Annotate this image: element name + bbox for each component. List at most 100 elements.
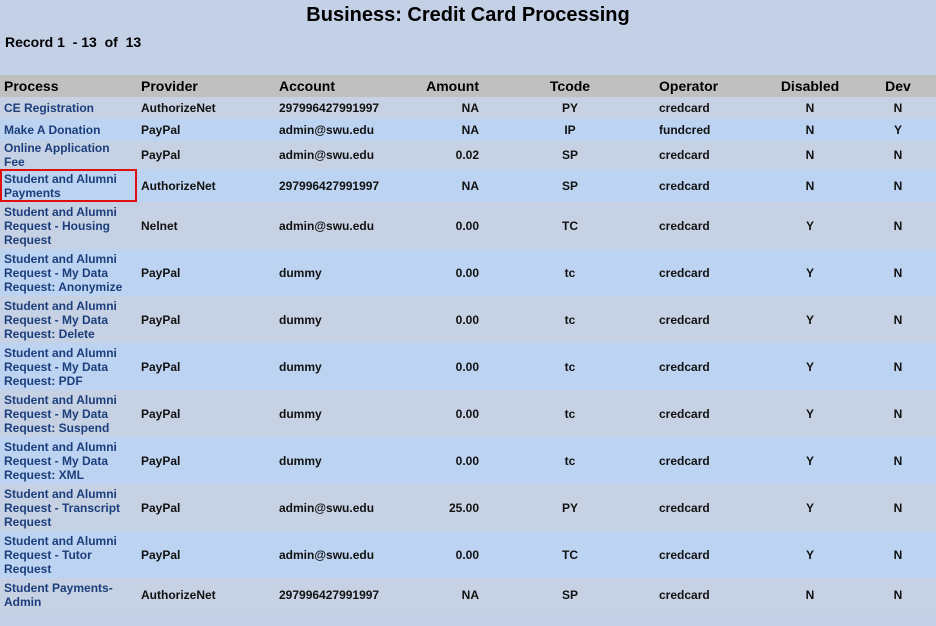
table-cell: N <box>760 578 860 611</box>
table-cell: credcard <box>655 249 760 296</box>
table-cell: PayPal <box>137 119 275 141</box>
table-cell: 0.00 <box>405 296 485 343</box>
table-row: Student and Alumni Request - My Data Req… <box>0 296 936 343</box>
column-header: Account <box>275 75 405 97</box>
column-header: Tcode <box>485 75 655 97</box>
table-cell: TC <box>485 202 655 249</box>
table-cell: credcard <box>655 484 760 531</box>
table-cell: SP <box>485 169 655 202</box>
table-cell: PayPal <box>137 343 275 390</box>
column-header: Dev <box>860 75 936 97</box>
table-row: Student and Alumni Request - My Data Req… <box>0 437 936 484</box>
table-cell: admin@swu.edu <box>275 202 405 249</box>
process-link[interactable]: Student and Alumni Request - My Data Req… <box>0 343 137 390</box>
table-cell: PayPal <box>137 484 275 531</box>
table-row: Make A Donation PayPal admin@swu.edu NA IP fu… <box>0 119 936 141</box>
column-header: Disabled <box>760 75 860 97</box>
column-header: Process <box>0 75 137 97</box>
table-cell: 297996427991997 <box>275 97 405 119</box>
table-cell: PayPal <box>137 141 275 169</box>
table-cell: TC <box>485 531 655 578</box>
table-cell: IP <box>485 119 655 141</box>
process-link[interactable]: Make A Donation <box>0 119 137 141</box>
table-cell: dummy <box>275 249 405 296</box>
table-row: Student and Alumni Request - Tutor Reque… <box>0 531 936 578</box>
table-cell: AuthorizeNet <box>137 578 275 611</box>
table-cell: Y <box>760 531 860 578</box>
table-cell: PayPal <box>137 390 275 437</box>
table-cell: tc <box>485 390 655 437</box>
table-cell: NA <box>405 169 485 202</box>
table-cell: N <box>860 296 936 343</box>
table-row: Student Payments-Admin AuthorizeNet 297996… <box>0 578 936 611</box>
table-cell: 0.00 <box>405 437 485 484</box>
process-link[interactable]: Student and Alumni Request - My Data Req… <box>0 390 137 437</box>
table-cell: 0.00 <box>405 202 485 249</box>
table-cell: tc <box>485 249 655 296</box>
process-link[interactable]: CE Registration <box>0 97 137 119</box>
table-cell: dummy <box>275 437 405 484</box>
table-cell: dummy <box>275 390 405 437</box>
process-link[interactable]: Online Application Fee <box>0 141 137 169</box>
table-cell: N <box>860 437 936 484</box>
table-row: Student and Alumni Request - My Data Req… <box>0 343 936 390</box>
table-cell: PY <box>485 97 655 119</box>
table-cell: tc <box>485 437 655 484</box>
table-cell: N <box>760 169 860 202</box>
table-cell: PY <box>485 484 655 531</box>
table-cell: 297996427991997 <box>275 578 405 611</box>
table-cell: tc <box>485 296 655 343</box>
table-row: Student and Alumni Payments AuthorizeNet 2… <box>0 169 936 202</box>
table-cell: PayPal <box>137 296 275 343</box>
table-cell: N <box>860 531 936 578</box>
table-cell: admin@swu.edu <box>275 141 405 169</box>
table-cell: credcard <box>655 390 760 437</box>
record-count: Record 1 - 13 of 13 <box>5 34 142 50</box>
table-row: Student and Alumni Request - My Data Req… <box>0 390 936 437</box>
process-link[interactable]: Student and Alumni Request - My Data Req… <box>0 249 137 296</box>
process-table: Process Provider Account Amount Tcode Operato… <box>0 75 936 611</box>
table-cell: N <box>760 119 860 141</box>
table-cell: 297996427991997 <box>275 169 405 202</box>
table-row: CE Registration AuthorizeNet 2979964279919… <box>0 97 936 119</box>
table-cell: N <box>860 249 936 296</box>
table-cell: AuthorizeNet <box>137 97 275 119</box>
table-cell: 0.02 <box>405 141 485 169</box>
table-row: Student and Alumni Request - My Data Req… <box>0 249 936 296</box>
table-cell: dummy <box>275 296 405 343</box>
process-link[interactable]: Student and Alumni Request - Housing Req… <box>0 202 137 249</box>
process-link[interactable]: Student and Alumni Request - Tutor Reque… <box>0 531 137 578</box>
table-cell: Y <box>760 296 860 343</box>
table-cell: admin@swu.edu <box>275 119 405 141</box>
table-cell: 0.00 <box>405 249 485 296</box>
table-cell: Y <box>760 484 860 531</box>
table-cell: AuthorizeNet <box>137 169 275 202</box>
table-cell: PayPal <box>137 437 275 484</box>
header-row: Process Provider Account Amount Tcode Operato… <box>0 75 936 97</box>
table-cell: NA <box>405 119 485 141</box>
table-cell: NA <box>405 97 485 119</box>
table-cell: PayPal <box>137 531 275 578</box>
table-cell: 0.00 <box>405 531 485 578</box>
process-link[interactable]: Student and Alumni Request - My Data Req… <box>0 296 137 343</box>
table-row: Student and Alumni Request - Transcript … <box>0 484 936 531</box>
table-cell: N <box>860 141 936 169</box>
process-link[interactable]: Student and Alumni Request - Transcript … <box>0 484 137 531</box>
table-cell: 25.00 <box>405 484 485 531</box>
table-cell: credcard <box>655 169 760 202</box>
process-link[interactable]: Student and Alumni Request - My Data Req… <box>0 437 137 484</box>
table-cell: credcard <box>655 296 760 343</box>
table-cell: Y <box>860 119 936 141</box>
table-cell: tc <box>485 343 655 390</box>
table-cell: NA <box>405 578 485 611</box>
process-link[interactable]: Student Payments-Admin <box>0 578 137 611</box>
table-cell: credcard <box>655 578 760 611</box>
table-cell: SP <box>485 141 655 169</box>
table-cell: credcard <box>655 531 760 578</box>
table-cell: credcard <box>655 437 760 484</box>
table-cell: credcard <box>655 97 760 119</box>
process-link[interactable]: Student and Alumni Payments <box>0 169 137 202</box>
table-cell: credcard <box>655 202 760 249</box>
table-cell: admin@swu.edu <box>275 484 405 531</box>
